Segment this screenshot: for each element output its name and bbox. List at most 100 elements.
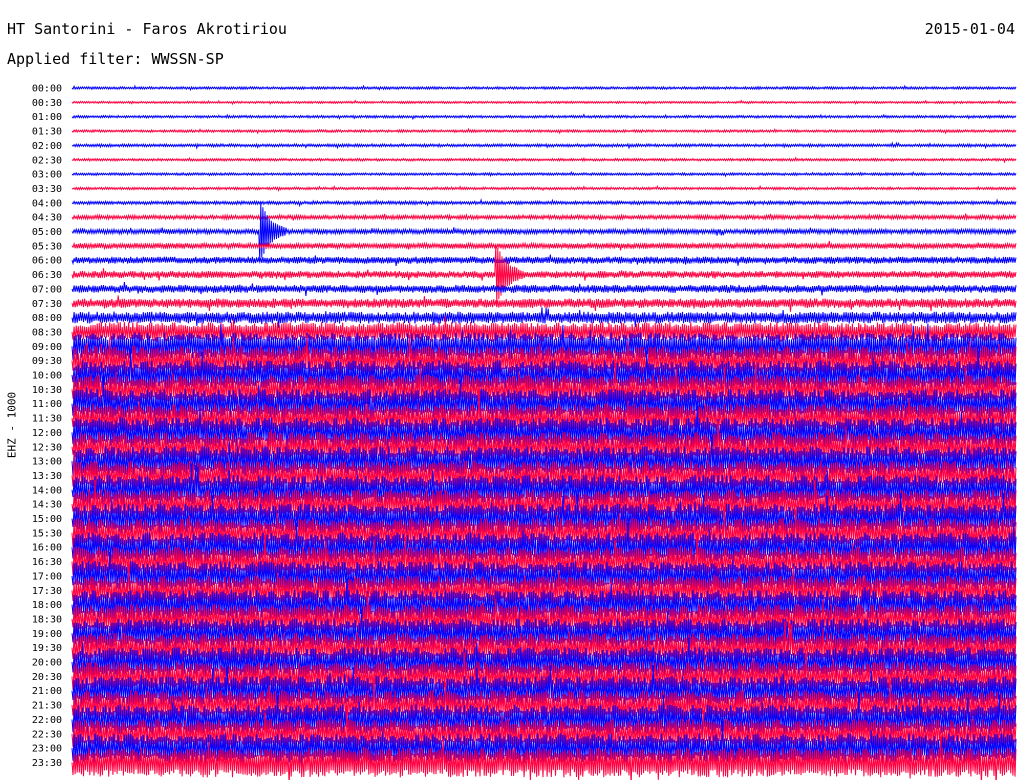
trace-line (71, 362, 1017, 412)
time-label: 16:00 (32, 543, 62, 554)
time-label: 06:00 (32, 256, 62, 267)
time-label: 08:00 (32, 313, 62, 324)
trace-line (71, 184, 1017, 193)
trace-line (71, 652, 1017, 700)
time-label: 04:00 (32, 198, 62, 209)
time-label: 00:00 (32, 84, 62, 95)
trace-line (71, 113, 1017, 121)
time-label: 14:00 (32, 485, 62, 496)
time-label: 13:30 (32, 471, 62, 482)
trace-line (71, 127, 1017, 135)
trace-line (71, 212, 1017, 221)
time-label: 08:30 (32, 327, 62, 338)
time-label: 20:00 (32, 658, 62, 669)
time-label: 16:30 (32, 557, 62, 568)
time-label: 05:30 (32, 241, 62, 252)
time-label: 02:00 (32, 141, 62, 152)
trace-line (71, 198, 1017, 208)
time-axis-labels: 00:00 00:30 01:00 01:30 02:00 02:30 03:00 03:30… (32, 84, 62, 769)
time-label: 15:30 (32, 528, 62, 539)
trace-line (71, 84, 1017, 92)
trace-line (71, 315, 1017, 350)
trace-line (71, 492, 1017, 545)
time-label: 11:30 (32, 414, 62, 425)
time-label: 14:30 (32, 500, 62, 511)
time-label: 17:30 (32, 586, 62, 597)
trace-line (71, 406, 1017, 458)
trace-line (71, 323, 1017, 371)
trace-line (71, 141, 1017, 150)
trace-line (71, 665, 1017, 717)
trace-line (71, 463, 1017, 514)
trace-line (71, 578, 1017, 631)
trace-line (71, 608, 1017, 658)
trace-line (71, 721, 1017, 773)
time-label: 21:00 (32, 686, 62, 697)
time-label: 09:30 (32, 356, 62, 367)
time-label: 09:00 (32, 342, 62, 353)
trace-line (71, 245, 1017, 305)
trace-line (71, 282, 1017, 296)
time-label: 07:30 (32, 299, 62, 310)
time-label: 17:00 (32, 571, 62, 582)
time-label: 01:30 (32, 127, 62, 138)
time-label: 23:30 (32, 758, 62, 769)
trace-line (71, 563, 1017, 615)
time-label: 19:30 (32, 643, 62, 654)
time-label: 11:00 (32, 399, 62, 410)
time-label: 22:00 (32, 715, 62, 726)
trace-line (71, 377, 1017, 430)
time-label: 18:00 (32, 600, 62, 611)
trace-line (71, 170, 1017, 178)
trace-line (71, 307, 1017, 329)
trace-line (71, 436, 1017, 486)
trace-line (71, 156, 1017, 164)
trace-line (71, 254, 1017, 266)
filter-label: Applied filter: WWSSN-SP (7, 50, 224, 68)
time-label: 06:30 (32, 270, 62, 281)
trace-line (71, 421, 1017, 474)
trace-line (71, 453, 1017, 503)
trace-line (71, 621, 1017, 675)
trace-line (71, 391, 1017, 443)
trace-line (71, 479, 1017, 531)
time-label: 03:30 (32, 184, 62, 195)
trace-line (71, 637, 1017, 689)
trace-line (71, 334, 1017, 387)
time-label: 07:00 (32, 284, 62, 295)
time-label: 01:00 (32, 112, 62, 123)
time-label: 19:00 (32, 629, 62, 640)
time-label: 21:30 (32, 701, 62, 712)
trace-line (71, 551, 1017, 601)
time-label: 05:00 (32, 227, 62, 238)
time-label: 10:00 (32, 371, 62, 382)
time-label: 04:30 (32, 213, 62, 224)
time-label: 13:00 (32, 457, 62, 468)
trace-line (71, 692, 1017, 745)
time-label: 20:30 (32, 672, 62, 683)
time-label: 23:00 (32, 744, 62, 755)
trace-line (71, 203, 1017, 261)
seismogram-traces (71, 84, 1017, 780)
trace-line (71, 506, 1017, 559)
trace-line (71, 522, 1017, 572)
time-label: 10:30 (32, 385, 62, 396)
trace-line (71, 240, 1017, 251)
time-label: 03:00 (32, 170, 62, 181)
trace-line (71, 534, 1017, 588)
trace-line (71, 295, 1017, 312)
time-label: 15:00 (32, 514, 62, 525)
date-label: 2015-01-04 (924, 20, 1015, 38)
time-label: 00:30 (32, 98, 62, 109)
trace-line (71, 348, 1017, 400)
trace-line (71, 707, 1017, 760)
trace-line (71, 99, 1017, 106)
trace-line (71, 593, 1017, 646)
trace-line (71, 736, 1017, 780)
time-label: 02:30 (32, 155, 62, 166)
time-label: 12:30 (32, 442, 62, 453)
time-label: 22:30 (32, 729, 62, 740)
time-label: 18:30 (32, 614, 62, 625)
time-label: 12:00 (32, 428, 62, 439)
